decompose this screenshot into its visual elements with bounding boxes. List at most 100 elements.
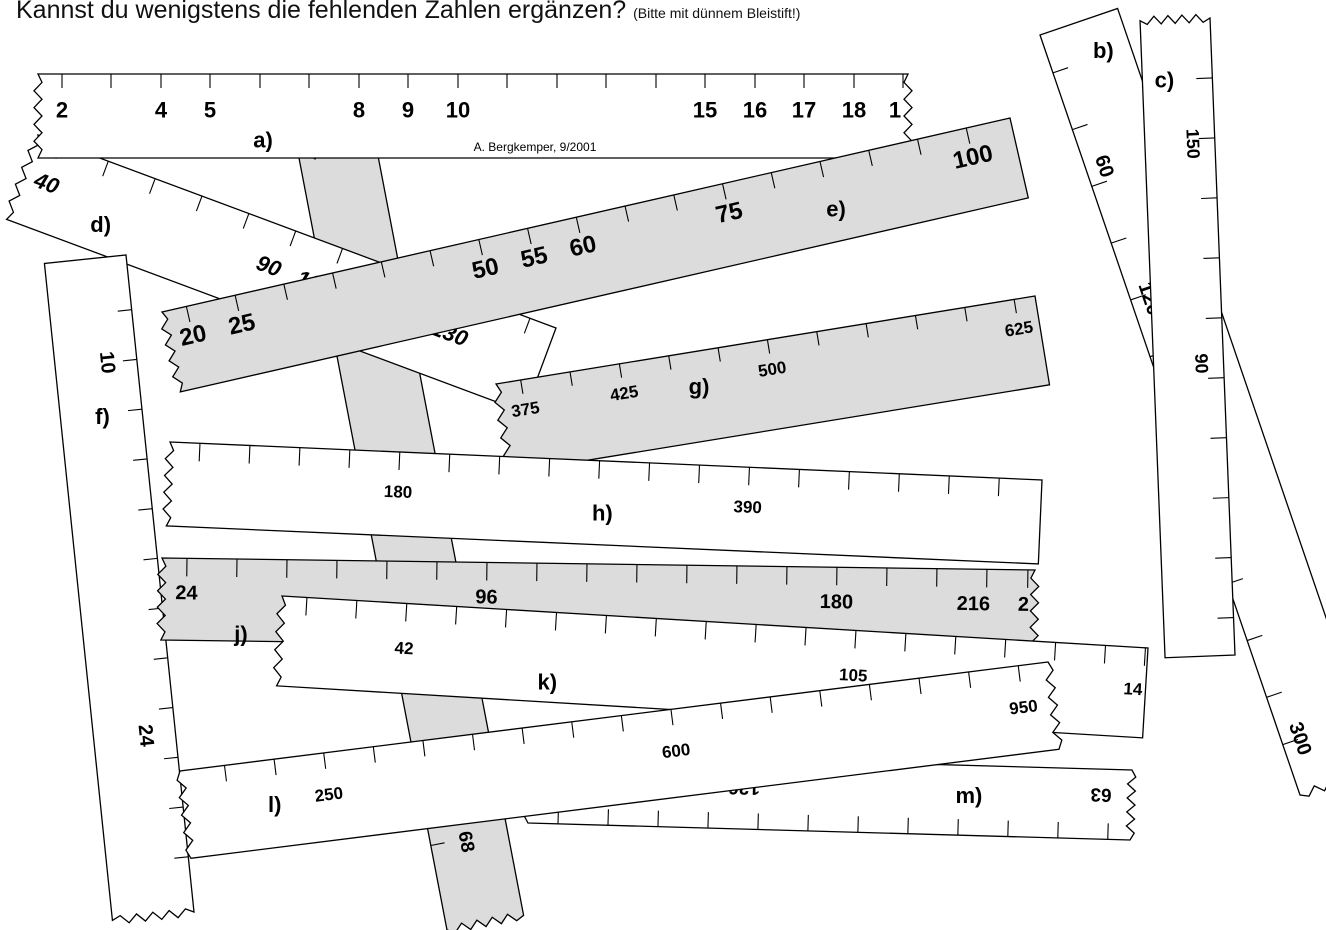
strip-e-tick	[575, 217, 581, 233]
strip-b-tick	[1266, 691, 1282, 698]
strip-l-tick	[372, 746, 376, 763]
strip-l-tick	[571, 721, 575, 738]
strip-m-letter: m)	[956, 783, 983, 808]
strip-a-number: 5	[204, 98, 216, 123]
strip-c-tick	[1212, 497, 1229, 499]
strip-f: 10 24 f)	[43, 254, 195, 924]
strip-l-number: 950	[1008, 696, 1039, 718]
strip-f-tick	[117, 309, 132, 312]
strip-g: 375 425 500 625 g)	[494, 295, 1051, 474]
strip-e-tick	[185, 306, 191, 323]
strip-c-number: 150	[1182, 128, 1203, 159]
strip-h-tick	[897, 473, 900, 492]
strip-g-tick	[717, 347, 721, 362]
instruction-text: Kannst du wenigstens die fehlenden Zahle…	[16, 0, 800, 25]
strip-d-tick	[336, 248, 344, 264]
strip-e-tick	[819, 161, 825, 178]
strip-l-tick	[422, 740, 426, 757]
strip-f-tick	[164, 756, 179, 760]
strip-c-tick	[1196, 77, 1213, 80]
strip-e-letter: e)	[826, 197, 846, 222]
strip-h-tick	[748, 467, 750, 486]
strip-b-tick	[1130, 294, 1146, 301]
strip-e-tick	[429, 250, 435, 267]
strip-a-number: 10	[446, 98, 470, 123]
strip-a-number: 1	[889, 98, 901, 123]
strip-k-number: 14	[1123, 679, 1144, 699]
strip-l-tick	[323, 752, 327, 769]
strip-h-tick	[498, 456, 501, 475]
strip-k-tick	[654, 618, 657, 637]
strip-h-tick	[648, 462, 651, 481]
strip-c-body	[1139, 13, 1236, 659]
strip-k-letter: k)	[538, 670, 558, 695]
author-credit: A. Bergkemper, 9/2001	[474, 140, 597, 154]
strip-a-number: 18	[842, 98, 866, 123]
strip-h-tick	[398, 451, 401, 471]
strip-b-tick	[1052, 67, 1069, 74]
strip-c-tick	[1203, 257, 1220, 259]
strip-l-tick	[769, 696, 773, 713]
strip-j-number: 216	[957, 593, 991, 615]
strip-f-tick	[174, 856, 189, 859]
strip-g-tick	[1013, 299, 1017, 314]
strip-f-body	[43, 254, 195, 924]
strip-l-tick	[968, 671, 972, 688]
strip-h-tick	[598, 460, 601, 479]
strip-c-tick	[1208, 377, 1225, 379]
strip-h-tick	[348, 449, 351, 468]
strip-c-letter: c)	[1155, 67, 1175, 92]
strip-e-tick	[332, 272, 337, 289]
strip-c-tick	[1205, 317, 1222, 319]
strip-h-tick	[947, 475, 950, 494]
strip-c-number: 90	[1191, 353, 1212, 374]
strip-a-number: 15	[693, 98, 717, 123]
strip-e-number: 60	[567, 230, 599, 262]
strip-e-tick	[624, 205, 630, 222]
strip-f-tick	[138, 508, 153, 511]
strip-k-tick	[704, 621, 707, 640]
strip-e-number: 20	[177, 320, 209, 352]
strip-c: 150 90 c)	[1139, 13, 1236, 659]
strip-a-number: 8	[353, 98, 365, 123]
strip-g-tick	[766, 339, 771, 354]
strip-h-tick	[798, 469, 800, 488]
strip-g-tick	[964, 307, 968, 322]
strip-e-tick	[916, 139, 922, 155]
strip-f-number: 24	[133, 723, 157, 748]
strip-g-tick	[618, 363, 623, 378]
strip-l-tick	[223, 765, 228, 782]
strip-m-number: 63	[1090, 783, 1112, 805]
strip-i-number: 68	[453, 829, 478, 854]
strip-a-number: 4	[155, 98, 168, 123]
strip-f-tick	[133, 458, 148, 461]
strip-f-tick	[153, 657, 168, 660]
strip-b-tick	[1282, 738, 1299, 746]
strip-g-number: 375	[510, 398, 541, 421]
strip-l-tick	[1017, 665, 1021, 682]
strip-k-tick	[1004, 639, 1007, 658]
strip-j-letter: j)	[233, 622, 247, 647]
strip-h-tick	[997, 478, 1000, 497]
strip-b-tick	[1072, 123, 1088, 131]
strip-a: 2 4 5 8 9 10 15 16 17 18 1 a) A. Bergkemper, 9/2001	[33, 73, 913, 159]
strip-d-tick	[523, 318, 531, 334]
strip-l-tick	[670, 709, 674, 726]
strip-g-number: 625	[1003, 317, 1034, 340]
strip-l-tick	[620, 715, 624, 732]
strip-e-tick	[965, 127, 971, 144]
strip-k-number: 105	[839, 665, 868, 686]
strip-l-tick	[868, 684, 872, 701]
strip-k-tick	[754, 624, 757, 643]
strip-e-number: 25	[226, 308, 258, 340]
strip-e-number: 55	[518, 241, 550, 273]
strip-l-tick	[819, 690, 823, 707]
strip-l: 950 600 250 l)	[176, 661, 1063, 860]
strip-f-tick	[169, 806, 184, 810]
strip-l-letter: l)	[268, 792, 281, 817]
strip-c-tick	[1198, 137, 1215, 140]
strip-f-tick	[143, 557, 158, 561]
strip-g-tick	[914, 315, 919, 330]
strip-g-number: 500	[757, 358, 788, 381]
